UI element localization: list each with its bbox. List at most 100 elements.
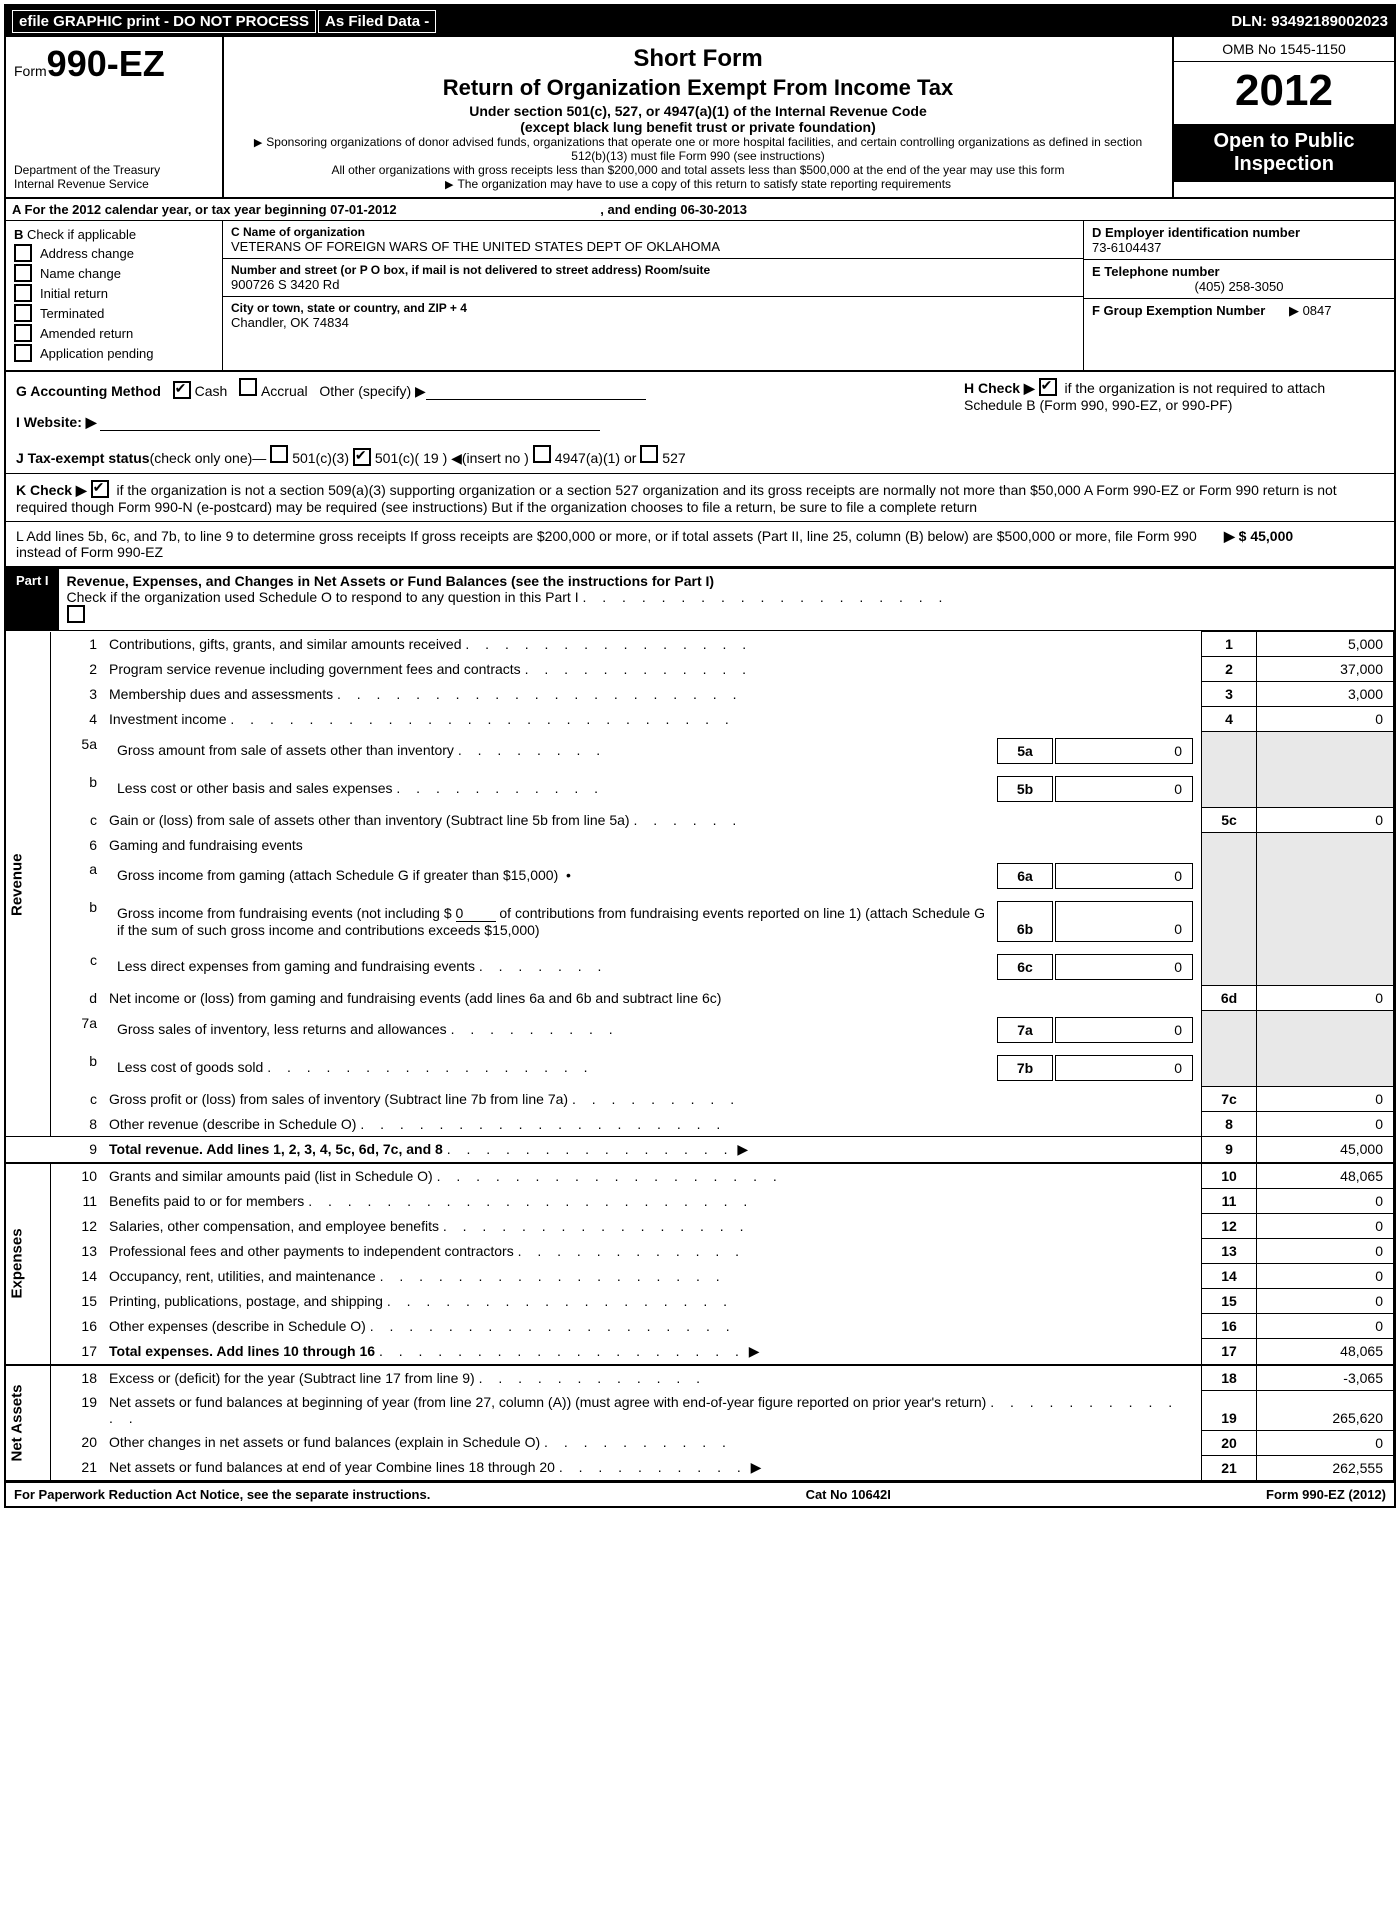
open-to-public: Open to Public Inspection xyxy=(1174,124,1394,182)
form-page: efile GRAPHIC print - DO NOT PROCESS As … xyxy=(4,4,1396,1508)
line-desc: Salaries, other compensation, and employ… xyxy=(109,1218,439,1234)
line-num: 8 xyxy=(51,1112,104,1137)
line-desc: Program service revenue including govern… xyxy=(109,661,521,677)
line-val: 0 xyxy=(1257,1189,1394,1214)
chk-schedule-o[interactable] xyxy=(67,605,85,623)
line-val: 265,620 xyxy=(1257,1390,1394,1430)
part-1-label: Part I xyxy=(6,569,59,630)
asfiled-label: As Filed Data - xyxy=(318,10,436,33)
line-desc: Less cost of goods sold xyxy=(117,1059,263,1075)
line-num: 4 xyxy=(51,707,104,732)
line-num: b xyxy=(51,895,104,948)
chk-527[interactable] xyxy=(640,445,658,463)
b-label: B xyxy=(14,227,23,242)
line-6b-amt: 0 xyxy=(456,905,496,922)
inner-val: 0 xyxy=(1055,1017,1193,1043)
j-501c: 501(c)( 19 ) ◀(insert no ) xyxy=(375,450,529,466)
opt-terminated: Terminated xyxy=(40,306,104,321)
line-num: 10 xyxy=(51,1163,104,1189)
line-box: 11 xyxy=(1202,1189,1257,1214)
netassets-label: Net Assets xyxy=(6,1365,51,1482)
chk-terminated[interactable] xyxy=(14,304,32,322)
footer-right: Form 990-EZ (2012) xyxy=(1266,1487,1386,1502)
dept-treasury: Department of the Treasury xyxy=(14,163,214,177)
check-if-applicable: Check if applicable xyxy=(27,227,136,242)
line-num: 16 xyxy=(51,1314,104,1339)
chk-application-pending[interactable] xyxy=(14,344,32,362)
line-desc: Grants and similar amounts paid (list in… xyxy=(109,1168,433,1184)
website-input[interactable] xyxy=(100,416,600,431)
line-desc: Other expenses (describe in Schedule O) xyxy=(109,1318,366,1334)
footer-mid: Cat No 10642I xyxy=(806,1487,891,1502)
line-desc-6b-1: Gross income from fundraising events (no… xyxy=(117,905,452,921)
i-label: I Website: ▶ xyxy=(16,414,97,430)
line-box: 18 xyxy=(1202,1365,1257,1391)
line-num: c xyxy=(51,948,104,986)
line-val: 0 xyxy=(1257,986,1394,1011)
group-exemption: ▶ 0847 xyxy=(1289,303,1332,318)
line-desc: Less cost or other basis and sales expen… xyxy=(117,780,393,796)
g-other-input[interactable] xyxy=(426,385,646,400)
city-label: City or town, state or country, and ZIP … xyxy=(231,301,1075,315)
efile-label: efile GRAPHIC print - DO NOT PROCESS xyxy=(12,10,316,33)
chk-h[interactable] xyxy=(1039,378,1057,396)
line-box: 15 xyxy=(1202,1289,1257,1314)
line-box: 3 xyxy=(1202,682,1257,707)
line-box: 13 xyxy=(1202,1239,1257,1264)
line-desc: Total expenses. Add lines 10 through 16 xyxy=(109,1343,375,1359)
line-desc: Benefits paid to or for members xyxy=(109,1193,304,1209)
line-num: 15 xyxy=(51,1289,104,1314)
line-num: b xyxy=(51,1049,104,1087)
line-val: 0 xyxy=(1257,707,1394,732)
chk-initial-return[interactable] xyxy=(14,284,32,302)
inner-val: 0 xyxy=(1055,738,1193,764)
line-num: a xyxy=(51,857,104,895)
footer: For Paperwork Reduction Act Notice, see … xyxy=(6,1482,1394,1506)
chk-501c[interactable] xyxy=(353,448,371,466)
line-box: 19 xyxy=(1202,1390,1257,1430)
line-val: 5,000 xyxy=(1257,632,1394,657)
line-val: 3,000 xyxy=(1257,682,1394,707)
inner-val: 0 xyxy=(1055,954,1193,980)
ein: 73-6104437 xyxy=(1092,240,1161,255)
line-num: 12 xyxy=(51,1214,104,1239)
line-num: 5a xyxy=(51,732,104,770)
line-num: 19 xyxy=(51,1390,104,1430)
line-num: 2 xyxy=(51,657,104,682)
chk-501c3[interactable] xyxy=(270,445,288,463)
j-4947: 4947(a)(1) or xyxy=(555,450,637,466)
line-box: 10 xyxy=(1202,1163,1257,1189)
chk-4947[interactable] xyxy=(533,445,551,463)
line-box: 7c xyxy=(1202,1087,1257,1112)
line-val: -3,065 xyxy=(1257,1365,1394,1391)
telephone: (405) 258-3050 xyxy=(1092,279,1386,294)
row-a-text: A For the 2012 calendar year, or tax yea… xyxy=(12,202,397,217)
line-num: 7a xyxy=(51,1011,104,1049)
e-label: E Telephone number xyxy=(1092,264,1220,279)
note1: Sponsoring organizations of donor advise… xyxy=(236,135,1160,163)
line-desc: Gross income from gaming (attach Schedul… xyxy=(117,867,558,883)
l-amount: ▶ $ 45,000 xyxy=(1224,528,1384,560)
line-val: 45,000 xyxy=(1257,1137,1394,1164)
inner-val: 0 xyxy=(1055,863,1193,889)
dept-irs: Internal Revenue Service xyxy=(14,177,214,191)
line-box: 9 xyxy=(1202,1137,1257,1164)
chk-amended[interactable] xyxy=(14,324,32,342)
inner-box: 6b xyxy=(997,901,1053,942)
line-desc: Gain or (loss) from sale of assets other… xyxy=(109,812,630,828)
addr-label: Number and street (or P O box, if mail i… xyxy=(231,263,1075,277)
line-num: 21 xyxy=(51,1455,104,1481)
block-b: B Check if applicable Address change Nam… xyxy=(6,221,1394,372)
line-box: 20 xyxy=(1202,1430,1257,1455)
form-prefix: Form xyxy=(14,63,47,79)
line-box: 2 xyxy=(1202,657,1257,682)
j-tail: (check only one)— xyxy=(150,450,267,466)
chk-accrual[interactable] xyxy=(239,378,257,396)
line-val: 0 xyxy=(1257,1214,1394,1239)
opt-name-change: Name change xyxy=(40,266,121,281)
chk-k[interactable] xyxy=(91,480,109,498)
chk-address-change[interactable] xyxy=(14,244,32,262)
chk-cash[interactable] xyxy=(173,381,191,399)
chk-name-change[interactable] xyxy=(14,264,32,282)
topbar: efile GRAPHIC print - DO NOT PROCESS As … xyxy=(6,6,1394,37)
